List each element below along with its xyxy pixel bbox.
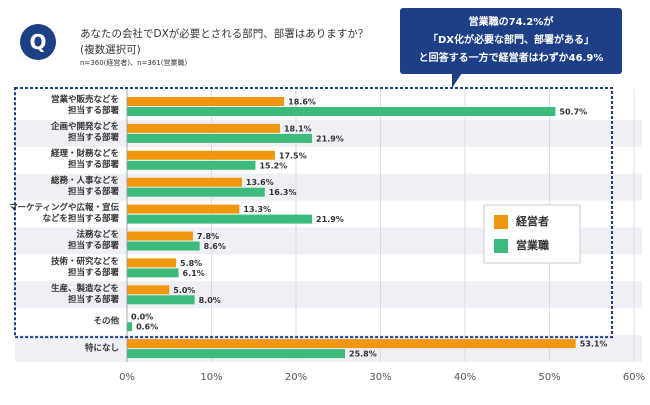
legend-box	[483, 204, 581, 264]
title: あなたの会社でDXが必要とされる部門、部署はありますか？	[80, 28, 369, 40]
y-tick-label: 技術・研究などを 担当する部署	[50, 256, 119, 278]
y-tick-label: マーケティングや広報・宣伝 などを担当する部署	[9, 203, 119, 225]
bar	[127, 177, 242, 187]
x-tick-label: 0%	[119, 372, 135, 383]
y-tick-label: 特になし	[84, 343, 119, 354]
value-label: 13.6%	[246, 178, 274, 187]
value-label: 6.1%	[183, 269, 205, 278]
x-tick-label: 60%	[623, 372, 645, 383]
y-tick-label: 生産、製造などを 担当する部署	[50, 283, 119, 305]
x-tick-label: 30%	[369, 372, 391, 383]
x-tick-label: 50%	[538, 372, 560, 383]
legend-swatch	[494, 215, 508, 229]
highlight-box	[14, 87, 613, 339]
note: n=360(経営者)、n=361(営業職)	[80, 59, 188, 67]
value-label: 17.5%	[279, 151, 307, 160]
y-tick-label: その他	[93, 316, 119, 327]
bar	[127, 133, 313, 143]
bar	[127, 295, 195, 305]
bar	[127, 107, 556, 116]
callout-pointer	[452, 73, 462, 88]
row-stripe	[15, 119, 642, 147]
value-label: 13.3%	[243, 205, 271, 214]
value-label: 5.8%	[180, 259, 202, 268]
badge: Q	[20, 24, 56, 60]
value-label: 5.0%	[173, 286, 195, 295]
value-label: 0.0%	[131, 313, 153, 322]
value-label: 8.6%	[204, 242, 226, 251]
bar	[127, 322, 133, 332]
callout-line: 「DX化が必要な部門、部署がある」	[427, 35, 594, 46]
bar	[127, 268, 179, 278]
bar	[127, 285, 170, 295]
value-label: 50.7%	[559, 108, 587, 117]
y-tick-label: 経理・財務などを 担当する部署	[50, 149, 119, 171]
row-stripe	[15, 173, 642, 201]
subtitle: (複数選択可)	[80, 44, 141, 56]
y-tick-label: 法務などを 担当する部署	[67, 229, 119, 251]
callout: 営業職の74.2%が 「DX化が必要な部門、部署がある」 と回答する一方で経営者…	[400, 8, 622, 74]
bar	[127, 349, 346, 359]
legend-label: 経営者	[516, 214, 549, 228]
callout-line: と回答する一方で経営者はわずか46.9%	[418, 53, 604, 64]
bar	[127, 123, 280, 133]
bar	[127, 97, 285, 106]
x-tick-label: 10%	[200, 372, 222, 383]
bar	[127, 214, 313, 224]
y-tick-label: 営業や販売などを 担当する部署	[50, 95, 119, 117]
bar	[127, 231, 193, 241]
value-label: 8.0%	[199, 296, 221, 305]
value-label: 7.8%	[197, 232, 219, 241]
y-tick-label: 企画や開発などを 担当する部署	[50, 122, 119, 144]
bar	[127, 204, 240, 214]
value-label: 0.6%	[136, 323, 158, 332]
value-label: 21.9%	[316, 134, 344, 143]
value-label: 18.6%	[288, 98, 316, 107]
bar	[127, 339, 576, 349]
x-tick-label: 20%	[285, 372, 307, 383]
value-label: 53.1%	[580, 340, 608, 349]
value-label: 18.1%	[284, 124, 312, 133]
value-label: 15.2%	[259, 161, 287, 170]
callout-line: 営業職の74.2%が	[468, 17, 554, 28]
bar	[127, 258, 177, 268]
bar	[127, 187, 265, 197]
legend-swatch	[494, 239, 508, 253]
value-label: 21.9%	[316, 215, 344, 224]
row-stripe	[15, 281, 642, 309]
value-label: 16.3%	[269, 188, 297, 197]
value-label: 25.8%	[349, 350, 377, 359]
x-tick-label: 40%	[454, 372, 476, 383]
bar	[127, 160, 256, 170]
bar	[127, 241, 200, 251]
bar	[127, 150, 275, 160]
legend-label: 営業職	[516, 238, 549, 252]
y-tick-label: 総務・人事などを 担当する部署	[50, 176, 119, 198]
